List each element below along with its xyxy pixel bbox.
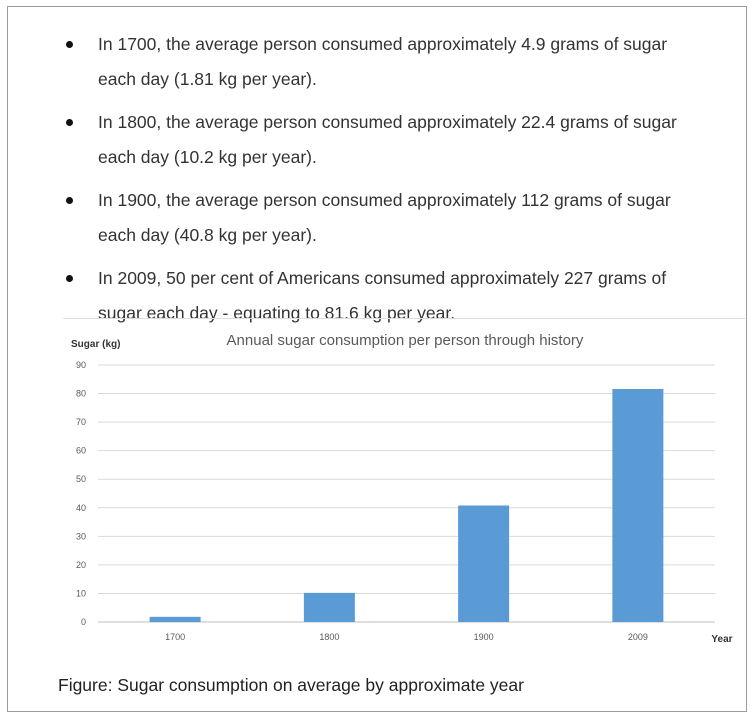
bar-1700 bbox=[149, 616, 201, 622]
bullet-list: In 1700, the average person consumed app… bbox=[8, 27, 748, 339]
figure-caption: Figure: Sugar consumption on average by … bbox=[58, 675, 524, 695]
bar-1800 bbox=[303, 592, 355, 622]
bullet-line: each day (40.8 kg per year). bbox=[98, 225, 317, 245]
bullet-item-1700: In 1700, the average person consumed app… bbox=[8, 27, 748, 97]
bar-layer bbox=[149, 388, 664, 622]
y-tick-label: 80 bbox=[76, 389, 86, 399]
bullet-line: In 2009, 50 per cent of Americans consum… bbox=[98, 268, 667, 288]
y-tick-label: 10 bbox=[76, 588, 86, 598]
x-axis-label: Year bbox=[711, 634, 732, 645]
bullet-line: In 1900, the average person consumed app… bbox=[98, 190, 671, 210]
bullet-line: each day (1.81 kg per year). bbox=[98, 69, 317, 89]
bullet-dot bbox=[66, 41, 73, 48]
bullet-line: In 1700, the average person consumed app… bbox=[98, 34, 668, 54]
y-tick-label: 0 bbox=[81, 617, 86, 627]
y-tick-label: 30 bbox=[76, 531, 86, 541]
bullet-dot bbox=[66, 197, 73, 204]
chart-title: Annual sugar consumption per person thro… bbox=[227, 332, 584, 349]
bar-2009 bbox=[612, 388, 664, 622]
bullet-dot bbox=[66, 275, 73, 282]
label-layer: Annual sugar consumption per person thro… bbox=[71, 332, 733, 645]
x-tick-label: 2009 bbox=[628, 632, 648, 642]
y-axis-label: Sugar (kg) bbox=[71, 339, 120, 350]
bar-1900 bbox=[458, 505, 510, 622]
bullet-line: each day (10.2 kg per year). bbox=[98, 147, 317, 167]
bullet-line: In 1800, the average person consumed app… bbox=[98, 112, 677, 132]
bullet-dot bbox=[66, 119, 73, 126]
x-tick-label: 1900 bbox=[474, 632, 494, 642]
bullet-item-1800: In 1800, the average person consumed app… bbox=[8, 105, 748, 175]
figure-frame: In 1700, the average person consumed app… bbox=[7, 6, 747, 712]
chart-area: Annual sugar consumption per person thro… bbox=[63, 318, 745, 659]
y-tick-label: 60 bbox=[76, 446, 86, 456]
bar-chart: Annual sugar consumption per person thro… bbox=[71, 332, 733, 645]
y-tick-label: 20 bbox=[76, 560, 86, 570]
grid-layer bbox=[98, 364, 715, 623]
y-tick-label: 90 bbox=[76, 360, 86, 370]
bullet-item-1900: In 1900, the average person consumed app… bbox=[8, 183, 748, 253]
x-tick-label: 1800 bbox=[319, 632, 339, 642]
y-tick-label: 50 bbox=[76, 474, 86, 484]
y-tick-label: 70 bbox=[76, 417, 86, 427]
x-tick-label: 1700 bbox=[165, 632, 185, 642]
y-tick-label: 40 bbox=[76, 503, 86, 513]
